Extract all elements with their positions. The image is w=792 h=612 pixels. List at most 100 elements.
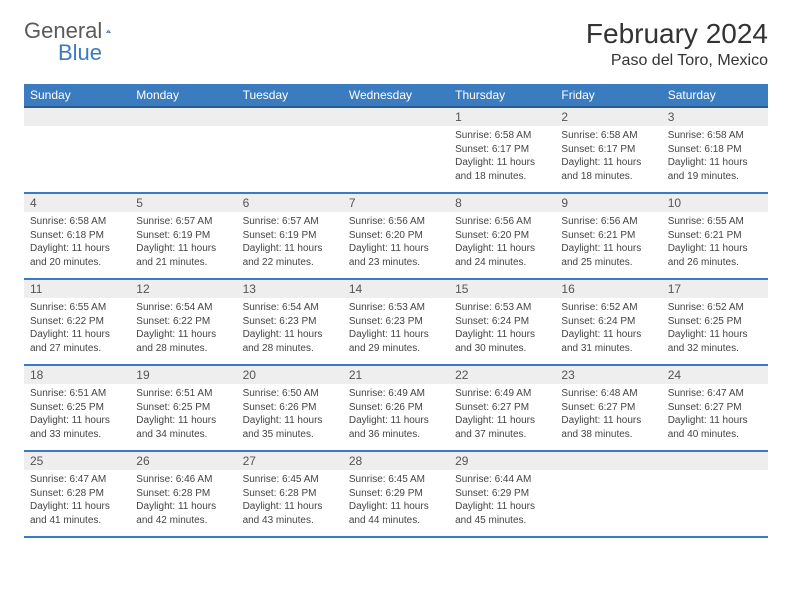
calendar-cell: 4Sunrise: 6:58 AMSunset: 6:18 PMDaylight… [24,193,130,279]
calendar-cell: 13Sunrise: 6:54 AMSunset: 6:23 PMDayligh… [237,279,343,365]
day-number: 26 [130,452,236,470]
empty-day-number [130,108,236,126]
calendar-cell: 8Sunrise: 6:56 AMSunset: 6:20 PMDaylight… [449,193,555,279]
calendar-cell: 5Sunrise: 6:57 AMSunset: 6:19 PMDaylight… [130,193,236,279]
calendar-cell: 1Sunrise: 6:58 AMSunset: 6:17 PMDaylight… [449,107,555,193]
empty-day-number [662,452,768,470]
day-number: 13 [237,280,343,298]
day-number: 2 [555,108,661,126]
calendar-cell: 17Sunrise: 6:52 AMSunset: 6:25 PMDayligh… [662,279,768,365]
calendar-cell: 2Sunrise: 6:58 AMSunset: 6:17 PMDaylight… [555,107,661,193]
location: Paso del Toro, Mexico [586,52,768,70]
calendar-cell: 22Sunrise: 6:49 AMSunset: 6:27 PMDayligh… [449,365,555,451]
day-details: Sunrise: 6:45 AMSunset: 6:29 PMDaylight:… [343,470,449,532]
calendar-cell: 18Sunrise: 6:51 AMSunset: 6:25 PMDayligh… [24,365,130,451]
day-number: 15 [449,280,555,298]
day-number: 20 [237,366,343,384]
day-details: Sunrise: 6:53 AMSunset: 6:24 PMDaylight:… [449,298,555,360]
day-number: 11 [24,280,130,298]
calendar-week-row: 18Sunrise: 6:51 AMSunset: 6:25 PMDayligh… [24,365,768,451]
empty-day-number [343,108,449,126]
dayname-header: Saturday [662,84,768,107]
calendar-cell: 12Sunrise: 6:54 AMSunset: 6:22 PMDayligh… [130,279,236,365]
calendar-cell [130,107,236,193]
day-details: Sunrise: 6:47 AMSunset: 6:28 PMDaylight:… [24,470,130,532]
day-details: Sunrise: 6:50 AMSunset: 6:26 PMDaylight:… [237,384,343,446]
day-details: Sunrise: 6:51 AMSunset: 6:25 PMDaylight:… [130,384,236,446]
calendar-table: SundayMondayTuesdayWednesdayThursdayFrid… [24,84,768,538]
dayname-header: Thursday [449,84,555,107]
calendar-cell: 11Sunrise: 6:55 AMSunset: 6:22 PMDayligh… [24,279,130,365]
day-details: Sunrise: 6:44 AMSunset: 6:29 PMDaylight:… [449,470,555,532]
day-details: Sunrise: 6:54 AMSunset: 6:23 PMDaylight:… [237,298,343,360]
day-number: 9 [555,194,661,212]
day-number: 6 [237,194,343,212]
day-details: Sunrise: 6:54 AMSunset: 6:22 PMDaylight:… [130,298,236,360]
calendar-week-row: 25Sunrise: 6:47 AMSunset: 6:28 PMDayligh… [24,451,768,537]
calendar-cell: 19Sunrise: 6:51 AMSunset: 6:25 PMDayligh… [130,365,236,451]
calendar-cell [555,451,661,537]
day-details: Sunrise: 6:51 AMSunset: 6:25 PMDaylight:… [24,384,130,446]
day-details: Sunrise: 6:52 AMSunset: 6:25 PMDaylight:… [662,298,768,360]
logo-sail-icon [106,21,111,41]
day-details: Sunrise: 6:56 AMSunset: 6:21 PMDaylight:… [555,212,661,274]
calendar-cell: 25Sunrise: 6:47 AMSunset: 6:28 PMDayligh… [24,451,130,537]
calendar-head: SundayMondayTuesdayWednesdayThursdayFrid… [24,84,768,107]
day-details: Sunrise: 6:53 AMSunset: 6:23 PMDaylight:… [343,298,449,360]
day-number: 14 [343,280,449,298]
calendar-cell: 21Sunrise: 6:49 AMSunset: 6:26 PMDayligh… [343,365,449,451]
calendar-cell: 14Sunrise: 6:53 AMSunset: 6:23 PMDayligh… [343,279,449,365]
day-number: 21 [343,366,449,384]
day-details: Sunrise: 6:55 AMSunset: 6:22 PMDaylight:… [24,298,130,360]
dayname-header: Monday [130,84,236,107]
calendar-cell: 28Sunrise: 6:45 AMSunset: 6:29 PMDayligh… [343,451,449,537]
day-details: Sunrise: 6:47 AMSunset: 6:27 PMDaylight:… [662,384,768,446]
calendar-cell [343,107,449,193]
logo-blue-row: Blue [24,40,102,66]
day-details: Sunrise: 6:58 AMSunset: 6:17 PMDaylight:… [449,126,555,188]
day-number: 17 [662,280,768,298]
dayname-header: Wednesday [343,84,449,107]
day-number: 16 [555,280,661,298]
calendar-cell: 23Sunrise: 6:48 AMSunset: 6:27 PMDayligh… [555,365,661,451]
day-details: Sunrise: 6:49 AMSunset: 6:27 PMDaylight:… [449,384,555,446]
day-number: 1 [449,108,555,126]
calendar-cell: 16Sunrise: 6:52 AMSunset: 6:24 PMDayligh… [555,279,661,365]
day-details: Sunrise: 6:57 AMSunset: 6:19 PMDaylight:… [130,212,236,274]
calendar-cell [662,451,768,537]
month-title: February 2024 [586,18,768,50]
day-number: 23 [555,366,661,384]
calendar-week-row: 1Sunrise: 6:58 AMSunset: 6:17 PMDaylight… [24,107,768,193]
title-block: February 2024 Paso del Toro, Mexico [586,18,768,70]
day-number: 19 [130,366,236,384]
day-number: 18 [24,366,130,384]
day-number: 10 [662,194,768,212]
day-details: Sunrise: 6:56 AMSunset: 6:20 PMDaylight:… [343,212,449,274]
empty-day-number [24,108,130,126]
calendar-week-row: 4Sunrise: 6:58 AMSunset: 6:18 PMDaylight… [24,193,768,279]
day-number: 4 [24,194,130,212]
calendar-cell [24,107,130,193]
calendar-week-row: 11Sunrise: 6:55 AMSunset: 6:22 PMDayligh… [24,279,768,365]
calendar-cell [237,107,343,193]
day-details: Sunrise: 6:57 AMSunset: 6:19 PMDaylight:… [237,212,343,274]
day-number: 5 [130,194,236,212]
calendar-cell: 9Sunrise: 6:56 AMSunset: 6:21 PMDaylight… [555,193,661,279]
day-details: Sunrise: 6:58 AMSunset: 6:18 PMDaylight:… [24,212,130,274]
calendar-cell: 6Sunrise: 6:57 AMSunset: 6:19 PMDaylight… [237,193,343,279]
dayname-header: Friday [555,84,661,107]
calendar-cell: 27Sunrise: 6:45 AMSunset: 6:28 PMDayligh… [237,451,343,537]
calendar-cell: 26Sunrise: 6:46 AMSunset: 6:28 PMDayligh… [130,451,236,537]
day-details: Sunrise: 6:46 AMSunset: 6:28 PMDaylight:… [130,470,236,532]
day-number: 28 [343,452,449,470]
day-number: 27 [237,452,343,470]
dayname-header: Tuesday [237,84,343,107]
calendar-cell: 24Sunrise: 6:47 AMSunset: 6:27 PMDayligh… [662,365,768,451]
calendar-cell: 7Sunrise: 6:56 AMSunset: 6:20 PMDaylight… [343,193,449,279]
calendar-cell: 29Sunrise: 6:44 AMSunset: 6:29 PMDayligh… [449,451,555,537]
day-number: 7 [343,194,449,212]
day-details: Sunrise: 6:58 AMSunset: 6:17 PMDaylight:… [555,126,661,188]
day-details: Sunrise: 6:48 AMSunset: 6:27 PMDaylight:… [555,384,661,446]
day-details: Sunrise: 6:52 AMSunset: 6:24 PMDaylight:… [555,298,661,360]
day-number: 12 [130,280,236,298]
